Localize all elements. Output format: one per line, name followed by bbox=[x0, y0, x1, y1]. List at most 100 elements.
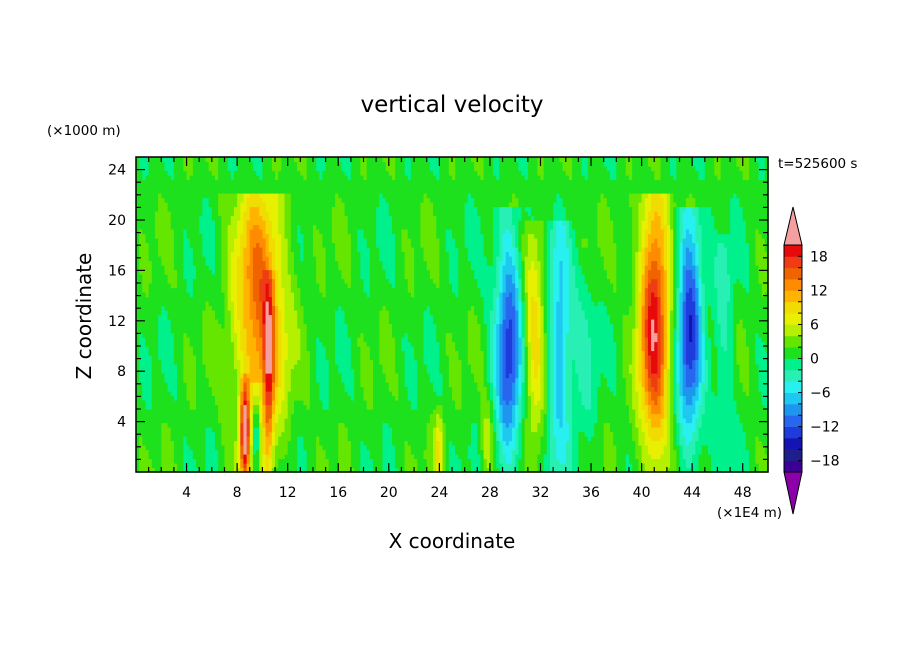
field-cell bbox=[249, 436, 254, 442]
field-cell bbox=[714, 431, 719, 437]
field-cell bbox=[322, 413, 327, 419]
field-cell bbox=[366, 409, 371, 415]
field-cell bbox=[211, 445, 216, 451]
field-cell bbox=[546, 458, 551, 464]
field-cell bbox=[455, 449, 459, 455]
field-cell bbox=[350, 467, 355, 473]
field-cell bbox=[208, 445, 213, 451]
field-cell bbox=[385, 427, 390, 433]
field-cell bbox=[407, 467, 412, 473]
field-cell bbox=[322, 422, 327, 428]
field-cell bbox=[139, 418, 143, 424]
field-cell bbox=[660, 422, 665, 428]
field-cell bbox=[584, 458, 589, 464]
field-cell bbox=[565, 454, 570, 460]
field-cell bbox=[657, 413, 662, 419]
field-cell bbox=[651, 449, 655, 455]
field-cell bbox=[243, 418, 248, 424]
field-cell bbox=[448, 436, 453, 442]
field-cell bbox=[638, 422, 643, 428]
field-cell bbox=[233, 440, 238, 446]
field-cell bbox=[622, 431, 627, 437]
field-cell bbox=[325, 458, 330, 464]
field-cell bbox=[309, 422, 314, 428]
field-cell bbox=[562, 445, 567, 451]
field-cell bbox=[632, 449, 636, 455]
field-cell bbox=[452, 422, 456, 428]
field-cell bbox=[215, 458, 219, 464]
field-cell bbox=[183, 449, 188, 455]
field-cell bbox=[429, 445, 434, 451]
field-cell bbox=[161, 463, 166, 469]
field-cell bbox=[537, 418, 542, 424]
field-cell bbox=[502, 449, 507, 455]
field-cell bbox=[227, 418, 232, 424]
field-cell bbox=[521, 409, 526, 415]
field-cell bbox=[151, 436, 156, 442]
field-cell bbox=[537, 413, 542, 419]
field-cell bbox=[689, 427, 693, 433]
field-cell bbox=[319, 413, 324, 419]
field-cell bbox=[142, 431, 147, 437]
field-cell bbox=[531, 458, 535, 464]
field-cell bbox=[534, 418, 538, 424]
field-cell bbox=[610, 427, 614, 433]
field-cell bbox=[546, 445, 551, 451]
field-cell bbox=[360, 413, 365, 419]
field-cell bbox=[325, 418, 330, 424]
field-cell bbox=[512, 409, 516, 415]
field-cell bbox=[354, 409, 358, 415]
field-cell bbox=[663, 463, 668, 469]
field-cell bbox=[480, 458, 485, 464]
field-cell bbox=[752, 458, 756, 464]
field-cell bbox=[591, 413, 595, 419]
field-cell bbox=[489, 422, 494, 428]
field-cell bbox=[455, 440, 459, 446]
field-cell bbox=[698, 445, 703, 451]
field-cell bbox=[647, 418, 652, 424]
field-cell bbox=[208, 427, 213, 433]
field-cell bbox=[205, 445, 210, 451]
field-cell bbox=[319, 427, 324, 433]
field-cell bbox=[711, 436, 715, 442]
field-cell bbox=[354, 449, 358, 455]
field-cell bbox=[170, 454, 175, 460]
field-cell bbox=[707, 422, 712, 428]
field-cell bbox=[739, 449, 744, 455]
field-cell bbox=[600, 418, 605, 424]
field-cell bbox=[448, 454, 453, 460]
field-cell bbox=[730, 463, 734, 469]
field-cell bbox=[644, 422, 649, 428]
field-cell bbox=[142, 467, 147, 473]
field-cell bbox=[309, 409, 314, 415]
field-cell bbox=[262, 427, 267, 433]
field-cell bbox=[233, 413, 238, 419]
field-cell bbox=[252, 454, 257, 460]
field-cell bbox=[704, 463, 709, 469]
field-cell bbox=[502, 427, 507, 433]
field-cell bbox=[347, 454, 352, 460]
field-cell bbox=[714, 454, 719, 460]
field-cell bbox=[474, 458, 478, 464]
field-cell bbox=[177, 431, 181, 437]
field-cell bbox=[749, 431, 753, 437]
field-cell bbox=[391, 413, 396, 419]
field-cell bbox=[227, 458, 232, 464]
field-cell bbox=[477, 449, 482, 455]
field-cell bbox=[493, 454, 497, 460]
field-cell bbox=[360, 440, 365, 446]
field-cell bbox=[505, 449, 510, 455]
field-cell bbox=[610, 413, 614, 419]
field-cell bbox=[395, 463, 399, 469]
field-cell bbox=[625, 436, 630, 442]
field-cell bbox=[417, 427, 421, 433]
field-cell bbox=[180, 463, 184, 469]
field-cell bbox=[594, 418, 598, 424]
field-cell bbox=[606, 436, 611, 442]
field-cell bbox=[328, 467, 333, 473]
field-cell bbox=[670, 431, 674, 437]
field-cell bbox=[606, 445, 611, 451]
field-cell bbox=[587, 422, 592, 428]
field-cell bbox=[243, 467, 248, 473]
field-cell bbox=[442, 463, 447, 469]
